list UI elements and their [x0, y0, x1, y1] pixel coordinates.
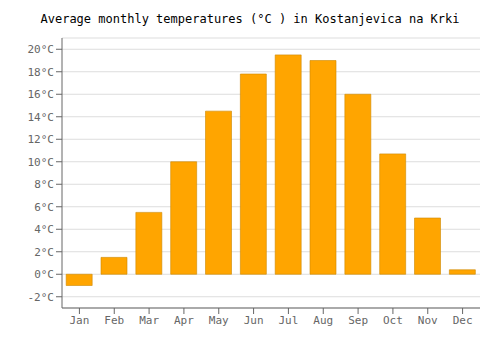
svg-text:14°C: 14°C — [28, 111, 55, 124]
svg-text:Dec: Dec — [453, 314, 473, 327]
svg-text:Apr: Apr — [174, 314, 194, 327]
svg-text:16°C: 16°C — [28, 88, 55, 101]
svg-text:8°C: 8°C — [34, 178, 54, 191]
svg-text:Sep: Sep — [348, 314, 368, 327]
svg-text:18°C: 18°C — [28, 66, 55, 79]
svg-text:Aug: Aug — [313, 314, 333, 327]
svg-text:Oct: Oct — [383, 314, 403, 327]
svg-text:May: May — [209, 314, 229, 327]
svg-text:4°C: 4°C — [34, 223, 54, 236]
svg-text:Mar: Mar — [139, 314, 159, 327]
svg-text:Jun: Jun — [244, 314, 264, 327]
svg-text:2°C: 2°C — [34, 246, 54, 259]
html-text:Average monthly temperatures (: Average monthly temperatures (°C ) in Ko… — [40, 12, 460, 26]
svg-text:Feb: Feb — [104, 314, 124, 327]
svg-text:10°C: 10°C — [28, 156, 55, 169]
svg-text:0°C: 0°C — [34, 268, 54, 281]
svg-text:20°C: 20°C — [28, 43, 55, 56]
svg-text:Nov: Nov — [418, 314, 438, 327]
svg-text:12°C: 12°C — [28, 133, 55, 146]
svg-text:6°C: 6°C — [34, 201, 54, 214]
svg-text:-2°C: -2°C — [28, 291, 55, 304]
svg-text:Jan: Jan — [69, 314, 89, 327]
svg-text:Jul: Jul — [278, 314, 298, 327]
